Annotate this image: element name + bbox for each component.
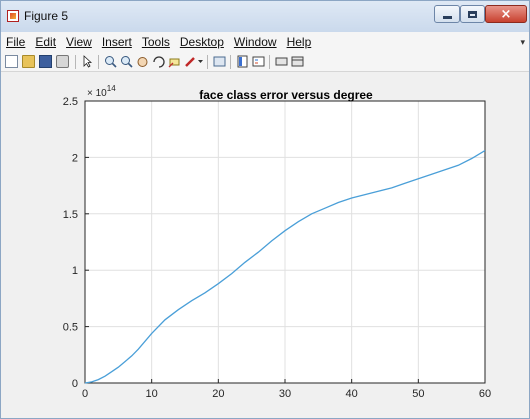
menu-tools[interactable]: Tools <box>141 35 170 49</box>
x-tick-label: 20 <box>212 388 224 400</box>
zoom-in-icon[interactable] <box>104 55 117 68</box>
x-tick-label: 10 <box>146 388 158 400</box>
select-arrow-icon[interactable] <box>81 55 94 68</box>
series-line[interactable] <box>84 150 486 384</box>
menu-overflow-arrow-icon[interactable]: ▾ <box>520 37 525 47</box>
y-exponent-base: × 10 <box>87 88 107 99</box>
maximize-icon <box>468 10 477 18</box>
x-tick-label: 60 <box>479 388 491 400</box>
zoom-out-icon[interactable] <box>120 55 133 68</box>
menu-bar: File Edit View Insert Tools Desktop Wind… <box>1 32 529 52</box>
save-icon[interactable] <box>39 55 52 68</box>
close-icon: × <box>500 6 512 22</box>
window-title: Figure 5 <box>24 9 69 23</box>
axis-ticks <box>84 100 486 384</box>
toolbar-separator <box>230 55 231 69</box>
plot-svg[interactable]: face class error versus degree × 1014 0 1… <box>1 72 529 418</box>
y-tick-label: 0 <box>72 378 78 390</box>
title-bar[interactable]: Figure 5 × <box>1 1 529 32</box>
chart-title: face class error versus degree <box>199 88 373 102</box>
menu-file[interactable]: File <box>6 35 26 49</box>
minimize-button[interactable] <box>434 5 460 23</box>
link-plot-icon[interactable] <box>213 55 226 68</box>
x-tick-label: 40 <box>346 388 358 400</box>
open-file-icon[interactable] <box>22 55 35 68</box>
y-tick-label: 1.5 <box>63 209 78 221</box>
y-tick-label: 2.5 <box>63 96 78 108</box>
toolbar-separator <box>75 55 76 69</box>
y-tick-label: 0.5 <box>63 322 78 334</box>
menu-view[interactable]: View <box>66 35 92 49</box>
print-icon[interactable] <box>56 55 69 68</box>
menu-desktop[interactable]: Desktop <box>179 35 224 49</box>
maximize-button[interactable] <box>460 5 485 23</box>
matlab-figure-icon[interactable] <box>7 10 19 22</box>
x-tick-label: 30 <box>279 388 291 400</box>
menu-help[interactable]: Help <box>286 35 312 49</box>
menu-insert[interactable]: Insert <box>101 35 132 49</box>
new-figure-icon[interactable] <box>5 55 18 68</box>
toolbar-separator <box>269 55 270 69</box>
data-cursor-icon[interactable] <box>168 55 181 68</box>
pan-icon[interactable] <box>136 55 149 68</box>
toolbar-separator <box>207 55 208 69</box>
menu-window[interactable]: Window <box>233 35 277 49</box>
figure-canvas[interactable]: face class error versus degree × 1014 0 1… <box>1 72 529 418</box>
brush-icon[interactable] <box>184 55 197 68</box>
brush-dropdown-icon[interactable] <box>197 55 204 68</box>
hide-plot-tools-icon[interactable] <box>275 55 288 68</box>
y-tick-label: 1 <box>72 265 78 277</box>
insert-legend-icon[interactable] <box>252 55 265 68</box>
close-button[interactable]: × <box>485 5 527 23</box>
insert-colorbar-icon[interactable] <box>236 55 249 68</box>
x-tick-label: 0 <box>82 388 88 400</box>
y-exponent-label: × 1014 <box>87 84 116 99</box>
figure-toolbar <box>1 52 529 72</box>
y-tick-label: 2 <box>72 152 78 164</box>
y-exponent-power: 14 <box>107 84 116 93</box>
grid-lines <box>85 101 485 383</box>
rotate-3d-icon[interactable] <box>152 55 165 68</box>
minimize-icon <box>442 15 452 19</box>
x-tick-label: 50 <box>412 388 424 400</box>
menu-edit[interactable]: Edit <box>35 35 57 49</box>
toolbar-separator <box>98 55 99 69</box>
show-plot-tools-icon[interactable] <box>291 55 304 68</box>
